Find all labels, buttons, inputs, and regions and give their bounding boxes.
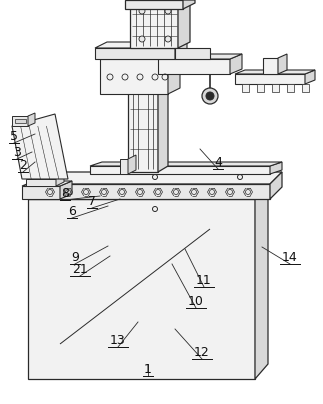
Polygon shape bbox=[28, 113, 35, 126]
Text: 4: 4 bbox=[214, 156, 222, 169]
Polygon shape bbox=[175, 42, 187, 59]
Polygon shape bbox=[130, 4, 178, 48]
Text: 7: 7 bbox=[88, 195, 96, 208]
Polygon shape bbox=[128, 155, 136, 174]
Circle shape bbox=[165, 36, 171, 42]
Polygon shape bbox=[272, 84, 279, 92]
Text: 8: 8 bbox=[61, 187, 69, 200]
Text: 5: 5 bbox=[10, 130, 18, 143]
Text: 2: 2 bbox=[19, 159, 27, 172]
Circle shape bbox=[165, 8, 171, 14]
Polygon shape bbox=[125, 0, 183, 9]
Polygon shape bbox=[158, 58, 168, 172]
Polygon shape bbox=[175, 48, 210, 59]
Polygon shape bbox=[120, 159, 128, 174]
Text: 13: 13 bbox=[110, 334, 126, 347]
Polygon shape bbox=[257, 84, 264, 92]
Polygon shape bbox=[28, 184, 268, 199]
Text: 12: 12 bbox=[194, 346, 210, 359]
Polygon shape bbox=[100, 59, 168, 94]
Polygon shape bbox=[270, 172, 282, 199]
Polygon shape bbox=[28, 172, 282, 184]
Polygon shape bbox=[90, 162, 282, 166]
Circle shape bbox=[139, 8, 145, 14]
Polygon shape bbox=[230, 54, 242, 74]
Polygon shape bbox=[22, 186, 60, 199]
Polygon shape bbox=[302, 84, 309, 92]
Polygon shape bbox=[305, 70, 315, 84]
Polygon shape bbox=[56, 175, 64, 186]
Polygon shape bbox=[263, 58, 278, 74]
Polygon shape bbox=[15, 119, 26, 123]
Polygon shape bbox=[100, 53, 180, 59]
Polygon shape bbox=[242, 84, 249, 92]
Polygon shape bbox=[178, 0, 190, 48]
Polygon shape bbox=[287, 84, 294, 92]
Polygon shape bbox=[270, 162, 282, 174]
Polygon shape bbox=[26, 179, 56, 186]
Polygon shape bbox=[158, 54, 242, 59]
Polygon shape bbox=[235, 74, 305, 84]
Polygon shape bbox=[158, 59, 230, 74]
Circle shape bbox=[139, 36, 145, 42]
Text: 11: 11 bbox=[196, 274, 212, 287]
Text: 9: 9 bbox=[71, 251, 79, 264]
Text: 1: 1 bbox=[144, 363, 152, 376]
Text: 10: 10 bbox=[188, 295, 204, 308]
Text: 6: 6 bbox=[68, 205, 76, 218]
Text: 14: 14 bbox=[282, 251, 298, 264]
Polygon shape bbox=[95, 48, 175, 59]
Polygon shape bbox=[22, 181, 72, 186]
Circle shape bbox=[206, 92, 214, 100]
Polygon shape bbox=[278, 54, 287, 74]
Circle shape bbox=[202, 88, 218, 104]
Polygon shape bbox=[60, 181, 72, 199]
Polygon shape bbox=[28, 199, 255, 379]
Polygon shape bbox=[128, 64, 158, 172]
Polygon shape bbox=[235, 70, 315, 74]
Polygon shape bbox=[90, 166, 270, 174]
Polygon shape bbox=[255, 184, 268, 379]
Polygon shape bbox=[12, 116, 28, 126]
Text: 21: 21 bbox=[72, 263, 88, 276]
Polygon shape bbox=[12, 114, 68, 179]
Polygon shape bbox=[168, 53, 180, 94]
Text: 3: 3 bbox=[13, 146, 21, 159]
Polygon shape bbox=[95, 42, 187, 48]
Polygon shape bbox=[28, 184, 270, 199]
Polygon shape bbox=[183, 0, 195, 9]
Polygon shape bbox=[128, 58, 168, 64]
